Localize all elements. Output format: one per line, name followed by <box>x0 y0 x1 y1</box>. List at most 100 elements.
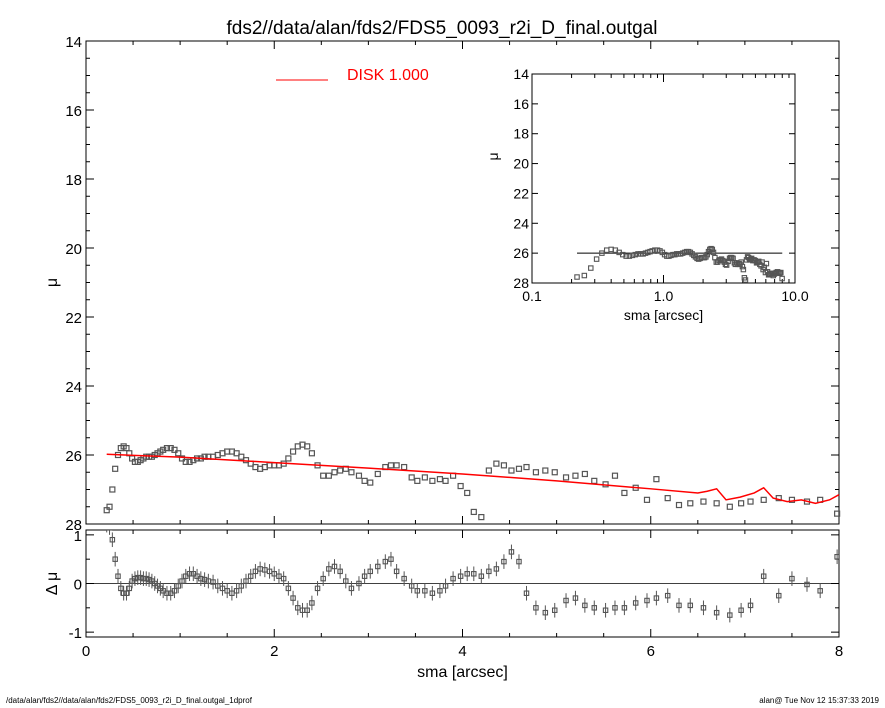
inset-data-point <box>718 256 725 262</box>
main-data-point <box>664 495 671 502</box>
legend-label: DISK 1.000 <box>347 67 429 84</box>
main-data-point <box>308 450 315 457</box>
main-data-point <box>408 474 415 481</box>
inset-data-point <box>779 275 785 282</box>
residual-y-tick-label: -1 <box>69 625 82 642</box>
residual-data-point <box>653 595 660 601</box>
residual-data-point <box>348 585 355 592</box>
main-data-point <box>675 501 683 509</box>
residual-data-point <box>314 585 321 592</box>
residual-data-point <box>450 575 456 582</box>
inset-data-point <box>739 263 746 270</box>
inset-data-point <box>778 269 784 276</box>
footer-timestamp: alan@ Tue Nov 12 15:37:33 2019 <box>759 696 879 705</box>
inset-y-tick-label: 20 <box>513 156 529 172</box>
main-data-point <box>374 470 381 478</box>
main-data-point <box>320 472 327 479</box>
residual-data-point <box>747 602 754 609</box>
inset-data-point <box>710 249 717 256</box>
residual-data-point <box>388 556 394 562</box>
residual-points-group <box>106 530 839 623</box>
residual-data-point <box>140 575 147 582</box>
main-data-point <box>591 477 598 484</box>
inset-x-tick-label: 0.1 <box>522 288 542 304</box>
residual-data-point <box>523 590 530 596</box>
main-data-point <box>687 500 694 507</box>
residual-data-point <box>471 571 477 577</box>
inset-data-point <box>588 265 594 271</box>
inset-data-point <box>728 254 735 261</box>
main-data-point <box>515 465 523 472</box>
residual-data-point <box>612 605 618 611</box>
residual-data-point <box>621 605 628 611</box>
main-data-point <box>167 445 174 452</box>
inset-x-tick-label: 1.0 <box>654 288 674 304</box>
main-data-point <box>738 500 745 507</box>
inset-y-tick-label: 28 <box>513 275 529 291</box>
residual-y-tick-label: 1 <box>74 528 82 545</box>
residual-x-tick-label: 2 <box>270 643 278 660</box>
inset-data-point <box>723 262 730 268</box>
residual-data-point <box>120 590 127 596</box>
residual-data-point <box>393 568 400 575</box>
footer-file-path: /data/alan/fds2//data/alan/fds2/FDS5_009… <box>6 696 252 705</box>
inset-y-tick-label: 24 <box>513 215 529 231</box>
main-data-point <box>325 472 332 479</box>
residual-data-point <box>112 556 118 562</box>
residual-x-tick-label: 8 <box>835 643 843 660</box>
main-data-point <box>485 467 492 474</box>
residual-data-point <box>442 583 449 589</box>
residual-y-axis-label: Δ μ <box>44 572 61 595</box>
main-data-point <box>643 496 651 503</box>
main-data-point <box>304 443 311 450</box>
residual-data-point <box>457 573 464 579</box>
inset-data-point <box>777 270 783 277</box>
residual-data-point <box>143 575 149 582</box>
residual-data-point <box>146 576 152 583</box>
main-data-point <box>109 486 116 493</box>
main-data-point <box>355 472 363 479</box>
residual-data-point <box>602 607 609 613</box>
main-y-axis-label: μ <box>44 278 61 287</box>
main-data-point <box>760 496 767 503</box>
residual-data-point <box>118 585 124 592</box>
residual-data-point <box>326 566 332 572</box>
main-data-point <box>834 510 841 517</box>
residual-data-point <box>356 580 362 587</box>
disk-model-line <box>106 453 840 505</box>
residual-data-point <box>414 588 421 594</box>
residual-data-point <box>551 607 558 613</box>
main-y-tick-label: 26 <box>65 448 82 465</box>
residual-data-point <box>664 592 671 599</box>
residual-data-point <box>132 575 138 582</box>
residual-data-point <box>408 583 415 589</box>
main-data-point <box>429 477 436 484</box>
residual-data-point <box>591 605 598 611</box>
residual-data-point <box>186 571 193 577</box>
main-data-point <box>572 472 579 479</box>
main-y-tick-label: 28 <box>65 517 82 534</box>
main-data-point <box>478 513 485 521</box>
inset-y-tick-label: 22 <box>513 185 529 201</box>
residual-data-point <box>738 607 744 613</box>
residual-data-point <box>109 536 116 543</box>
residual-data-point <box>516 558 522 565</box>
residual-data-point <box>429 590 436 596</box>
main-data-point <box>112 465 119 472</box>
inset-y-tick-label: 16 <box>513 96 529 112</box>
residual-data-point <box>713 609 720 616</box>
main-data-point <box>581 470 588 478</box>
main-data-point <box>500 462 508 469</box>
residual-data-point <box>422 588 428 594</box>
residual-data-point <box>572 595 579 601</box>
residual-data-point <box>776 592 782 599</box>
inset-data-point <box>626 253 633 259</box>
main-data-point <box>508 467 515 474</box>
residual-data-point <box>243 578 249 584</box>
inset-y-axis-label: μ <box>485 152 501 160</box>
inset-data-point <box>581 272 588 279</box>
main-data-point <box>367 479 374 486</box>
inset-data-point <box>704 251 710 258</box>
